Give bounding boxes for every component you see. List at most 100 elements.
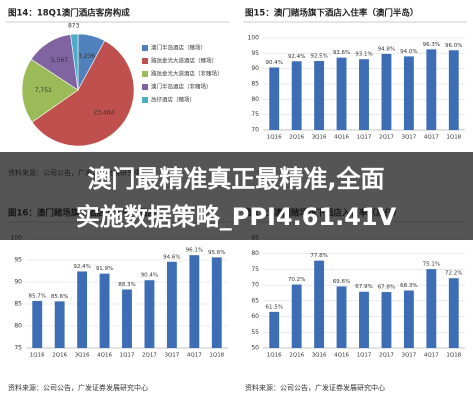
y-tick-label: 70 [251,282,259,289]
value-label: 96.0% [445,43,462,49]
value-label: 90.4% [265,60,282,66]
chart-title: 图15：澳门赌场旗下酒店入住率（澳门半岛） [245,8,418,19]
x-tick-label: 4Q17 [424,353,439,359]
bar [381,292,392,348]
x-tick-label: 1Q18 [209,353,224,359]
overlay-title: 实施数据策略_PPI4.61.41V [76,203,397,231]
bar [99,273,110,348]
legend-label: 氹仔酒店（赌场） [151,96,195,104]
y-tick-label: 100 [248,35,260,42]
y-tick-label: 95 [14,257,22,264]
x-tick-label: 1Q17 [120,353,135,359]
bar [77,271,88,348]
y-tick-label: 95 [251,50,259,57]
legend-swatch [142,97,148,103]
value-label: 3,236 [78,53,95,60]
bar [314,260,325,348]
x-tick-label: 4Q16 [97,353,112,359]
chart-title: 图14：18Q1澳门酒店客房构成 [8,8,130,19]
y-tick-label: 80 [14,323,22,330]
x-tick-label: 1Q16 [30,353,45,359]
overlay-band [0,152,473,240]
x-tick-label: 2Q16 [289,135,304,141]
x-tick-label: 4Q17 [424,135,439,141]
bar [448,50,459,131]
y-tick-label: 65 [251,297,259,304]
legend-label: 路氹金光大道酒店（非赌场） [151,70,223,78]
x-tick-label: 1Q16 [267,135,282,141]
y-tick-label: 75 [251,266,259,273]
value-label: 94.0% [400,49,417,55]
value-label: 96.3% [423,42,440,48]
bar [144,280,155,348]
bar [336,286,347,348]
x-tick-label: 1Q18 [446,353,461,359]
x-tick-label: 3Q17 [401,353,416,359]
value-label: 85.7% [28,293,45,299]
value-label: 5,567 [51,57,68,64]
bar [336,57,347,131]
source-note: 资料来源：公司公告，广发证券发展研究中心 [245,383,385,392]
value-label: 75.1% [423,262,440,268]
value-label: 92.4% [73,264,90,270]
bar [189,255,200,348]
value-label: 77.8% [310,253,327,259]
x-tick-label: 3Q16 [75,353,90,359]
y-tick-label: 90 [251,65,259,72]
bar [426,269,437,348]
value-label: 88.3% [118,282,135,288]
bar [122,289,132,348]
x-tick-label: 3Q17 [164,353,179,359]
legend-label: 路氹金光大道酒店（赌场） [151,57,217,65]
bar [448,278,459,348]
pie-slice [21,58,79,123]
bar [314,61,325,130]
x-tick-label: 4Q16 [334,353,349,359]
bar [359,291,369,348]
legend-label: 澳门半岛酒店（非赌场） [151,83,212,91]
overlay-title: 澳门最精准真正最精准,全面 [87,165,384,193]
x-tick-label: 2Q16 [52,353,67,359]
y-tick-label: 55 [251,329,259,336]
x-tick-label: 2Q16 [289,353,304,359]
bar [381,53,392,130]
y-tick-label: 90 [14,279,22,286]
y-tick-label: 75 [251,111,259,118]
value-label: 70.2% [288,277,305,283]
legend-swatch [142,71,148,77]
legend-swatch [142,58,148,64]
bar [403,56,414,130]
value-label: 92.5% [310,54,327,60]
bar [403,290,414,348]
bar [269,311,280,348]
x-tick-label: 1Q16 [267,353,282,359]
x-tick-label: 4Q16 [334,135,349,141]
bar [291,61,302,130]
source-note: 资料来源：公司公告，广发证券发展研究中心 [8,383,148,392]
legend-swatch [142,84,148,90]
bar [166,261,177,348]
bar [32,300,43,348]
y-tick-label: 80 [251,96,259,103]
value-label: 93.1% [355,52,372,58]
x-tick-label: 2Q17 [379,353,394,359]
value-label: 94.6% [163,254,180,260]
bar [54,301,65,348]
value-label: 94.8% [378,46,395,52]
legend-swatch [142,45,148,51]
y-tick-label: 85 [251,81,259,88]
y-tick-label: 80 [251,250,259,257]
value-label: 67.9% [355,284,372,290]
bar [359,59,369,130]
value-label: 92.4% [288,54,305,60]
x-tick-label: 2Q17 [142,353,157,359]
value-label: 69.6% [333,279,350,285]
value-label: 7,751 [35,87,52,94]
value-label: 93.6% [333,50,350,56]
x-tick-label: 2Q17 [379,135,394,141]
value-label: 61.5% [265,304,282,310]
y-tick-label: 85 [14,301,22,308]
value-label: 67.8% [378,285,395,291]
value-label: 23,464 [93,110,114,117]
